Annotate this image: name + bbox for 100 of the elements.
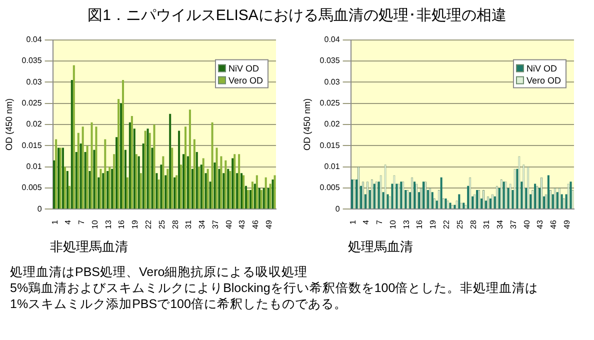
bar (378, 182, 380, 209)
bar (182, 154, 184, 209)
bar (364, 194, 366, 209)
bar (191, 168, 194, 209)
bar (494, 196, 496, 209)
bar (480, 198, 482, 209)
bar (156, 173, 158, 209)
bar (100, 168, 102, 209)
x-tick-label: 28 (468, 220, 478, 230)
bar (68, 186, 70, 209)
x-tick-label: 49 (562, 220, 572, 230)
bar (106, 171, 109, 209)
bar (418, 192, 420, 209)
bar (272, 179, 274, 209)
bar (222, 173, 225, 209)
bar (516, 168, 518, 209)
bar (251, 182, 254, 209)
x-tick-label: 16 (117, 220, 126, 230)
bar (570, 182, 572, 209)
y-tick-label: 0.01 (26, 162, 42, 171)
bar (169, 114, 172, 209)
x-tick-label: 19 (130, 220, 140, 230)
y-tick-label: 0.04 (26, 35, 42, 44)
bar (75, 152, 78, 209)
bar (144, 130, 146, 209)
bar (507, 188, 510, 209)
bar (556, 192, 558, 209)
bar (118, 99, 120, 209)
x-tick-label: 7 (375, 220, 384, 225)
x-tick-label: 37 (210, 220, 220, 230)
bar (232, 158, 234, 209)
bar (200, 164, 202, 209)
bar (93, 150, 96, 209)
bar (530, 194, 532, 209)
bar (198, 166, 200, 209)
bar (440, 177, 442, 209)
bar (66, 171, 68, 209)
bar (188, 110, 191, 209)
y-tick-label: 0.025 (320, 98, 340, 108)
x-axis-title: 非処理馬血清 (50, 238, 129, 256)
bar (166, 168, 169, 209)
x-tick-label: 31 (482, 220, 492, 230)
text: 処理血清はPBS処理、Vero細胞抗原による吸収処理 (10, 265, 308, 279)
bar (204, 173, 207, 209)
bar (246, 190, 249, 209)
x-tick-label: 40 (522, 220, 532, 230)
x-tick-label: 1 (50, 220, 60, 225)
bar (193, 139, 196, 209)
y-axis-title: OD (450 nm) (4, 98, 14, 150)
y-tick-label: 0.005 (22, 183, 42, 192)
bar (90, 122, 93, 209)
legend-label: NiV OD (526, 63, 558, 74)
x-tick-label: 25 (455, 220, 464, 230)
bar (164, 175, 167, 209)
bar (171, 148, 174, 209)
bar (262, 188, 265, 209)
bar (538, 188, 541, 209)
bar (102, 173, 104, 209)
bar (80, 143, 82, 209)
bar (158, 179, 160, 209)
y-tick-label: 0.015 (320, 140, 340, 150)
bar (368, 190, 371, 209)
bar (184, 126, 187, 209)
x-tick-label: 46 (251, 220, 260, 230)
x-tick-label: 28 (170, 220, 180, 230)
y-tick-label: 0 (335, 204, 340, 214)
x-tick-label: 4 (64, 220, 73, 225)
bar (86, 146, 88, 209)
bar (70, 80, 73, 209)
bar (426, 190, 429, 209)
x-tick-label: 16 (415, 220, 424, 230)
x-tick-label: 37 (508, 220, 518, 230)
bar (148, 132, 151, 209)
bar (224, 160, 227, 209)
bar (382, 192, 384, 209)
bar (520, 182, 523, 209)
bar (269, 184, 272, 209)
y-tick-label: 0.01 (324, 162, 340, 171)
x-tick-label: 10 (90, 220, 100, 230)
y-tick-label: 0.03 (324, 77, 340, 86)
bar (258, 188, 260, 209)
x-axis-title: 処理馬血清 (348, 238, 414, 256)
bar (458, 194, 460, 209)
bar (454, 204, 456, 209)
y-tick-label: 0.015 (22, 140, 42, 150)
bar (128, 122, 131, 209)
bar (95, 126, 98, 209)
bar (391, 184, 394, 209)
x-tick-label: 34 (198, 220, 207, 230)
bar (356, 179, 358, 209)
bar (151, 148, 154, 209)
x-tick-label: 1 (348, 220, 358, 225)
bar (264, 177, 267, 209)
bar (98, 177, 100, 209)
bar (218, 168, 220, 209)
x-tick-label: 40 (224, 220, 234, 230)
text: 1%スキムミルク添加PBSで100倍に希釈したものである。 (10, 297, 347, 311)
bar (238, 154, 240, 209)
bar (180, 164, 182, 209)
bar (202, 158, 204, 209)
